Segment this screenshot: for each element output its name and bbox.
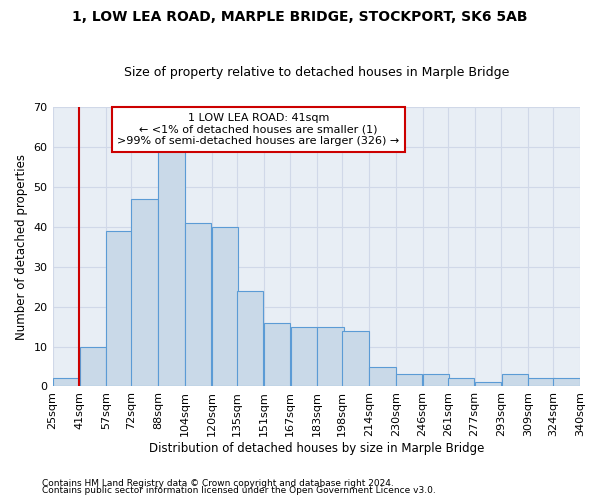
Y-axis label: Number of detached properties: Number of detached properties <box>15 154 28 340</box>
Bar <box>448 378 474 386</box>
Bar <box>423 374 449 386</box>
Bar <box>264 322 290 386</box>
Bar <box>502 374 528 386</box>
Bar <box>185 223 211 386</box>
Bar <box>237 290 263 386</box>
Text: 1, LOW LEA ROAD, MARPLE BRIDGE, STOCKPORT, SK6 5AB: 1, LOW LEA ROAD, MARPLE BRIDGE, STOCKPOR… <box>72 10 528 24</box>
Bar <box>158 151 185 386</box>
Text: Contains HM Land Registry data © Crown copyright and database right 2024.: Contains HM Land Registry data © Crown c… <box>42 478 394 488</box>
Bar <box>106 231 133 386</box>
Title: Size of property relative to detached houses in Marple Bridge: Size of property relative to detached ho… <box>124 66 509 80</box>
Bar <box>553 378 580 386</box>
Bar <box>53 378 79 386</box>
Bar <box>343 330 369 386</box>
X-axis label: Distribution of detached houses by size in Marple Bridge: Distribution of detached houses by size … <box>149 442 484 455</box>
Bar <box>317 326 344 386</box>
Text: Contains public sector information licensed under the Open Government Licence v3: Contains public sector information licen… <box>42 486 436 495</box>
Bar <box>212 227 238 386</box>
Bar <box>396 374 422 386</box>
Text: 1 LOW LEA ROAD: 41sqm
← <1% of detached houses are smaller (1)
>99% of semi-deta: 1 LOW LEA ROAD: 41sqm ← <1% of detached … <box>118 113 400 146</box>
Bar <box>290 326 317 386</box>
Bar <box>80 346 106 387</box>
Bar <box>369 366 395 386</box>
Bar <box>131 199 158 386</box>
Bar <box>475 382 501 386</box>
Bar <box>529 378 554 386</box>
